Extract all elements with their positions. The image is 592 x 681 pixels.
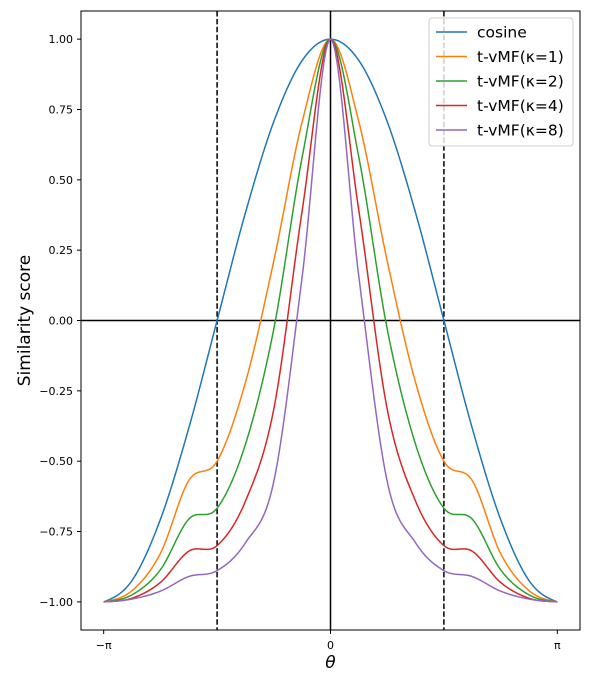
y-tick-label: 0.50 <box>49 174 74 187</box>
legend: cosine t-vMF(κ=1) t-vMF(κ=2) t-vMF(κ=4) t-vM… <box>428 17 574 147</box>
legend-box <box>428 17 574 147</box>
legend-label-5: t-vMF(κ=8) <box>477 122 564 140</box>
y-tick-label: −0.25 <box>39 385 73 398</box>
y-tick-label: 0.75 <box>49 103 74 116</box>
x-axis-ticks: −π 0 π <box>96 630 561 652</box>
x-tick-label: 0 <box>327 639 334 652</box>
y-tick-label: 0.25 <box>49 244 74 257</box>
x-tick-label: −π <box>96 639 112 652</box>
y-tick-label: −0.75 <box>39 526 73 539</box>
series-line-5 <box>103 38 558 603</box>
y-tick-label: −0.50 <box>39 455 73 468</box>
legend-label-1: cosine <box>477 24 527 42</box>
y-axis-ticks: 1.00 0.75 0.50 0.25 0.00 −0.25 −0.50 −0.75 −1.00 <box>39 33 81 609</box>
y-tick-label: 0.00 <box>49 315 74 328</box>
series-layer <box>103 38 558 603</box>
legend-label-4: t-vMF(κ=4) <box>477 97 564 115</box>
y-tick-label: 1.00 <box>49 33 74 46</box>
y-tick-label: −1.00 <box>39 596 73 609</box>
x-tick-label: π <box>554 639 561 652</box>
y-axis-label: Similarity score <box>15 255 35 386</box>
x-axis-label: θ <box>325 653 336 673</box>
legend-label-2: t-vMF(κ=1) <box>477 48 564 66</box>
legend-label-3: t-vMF(κ=2) <box>477 73 564 91</box>
